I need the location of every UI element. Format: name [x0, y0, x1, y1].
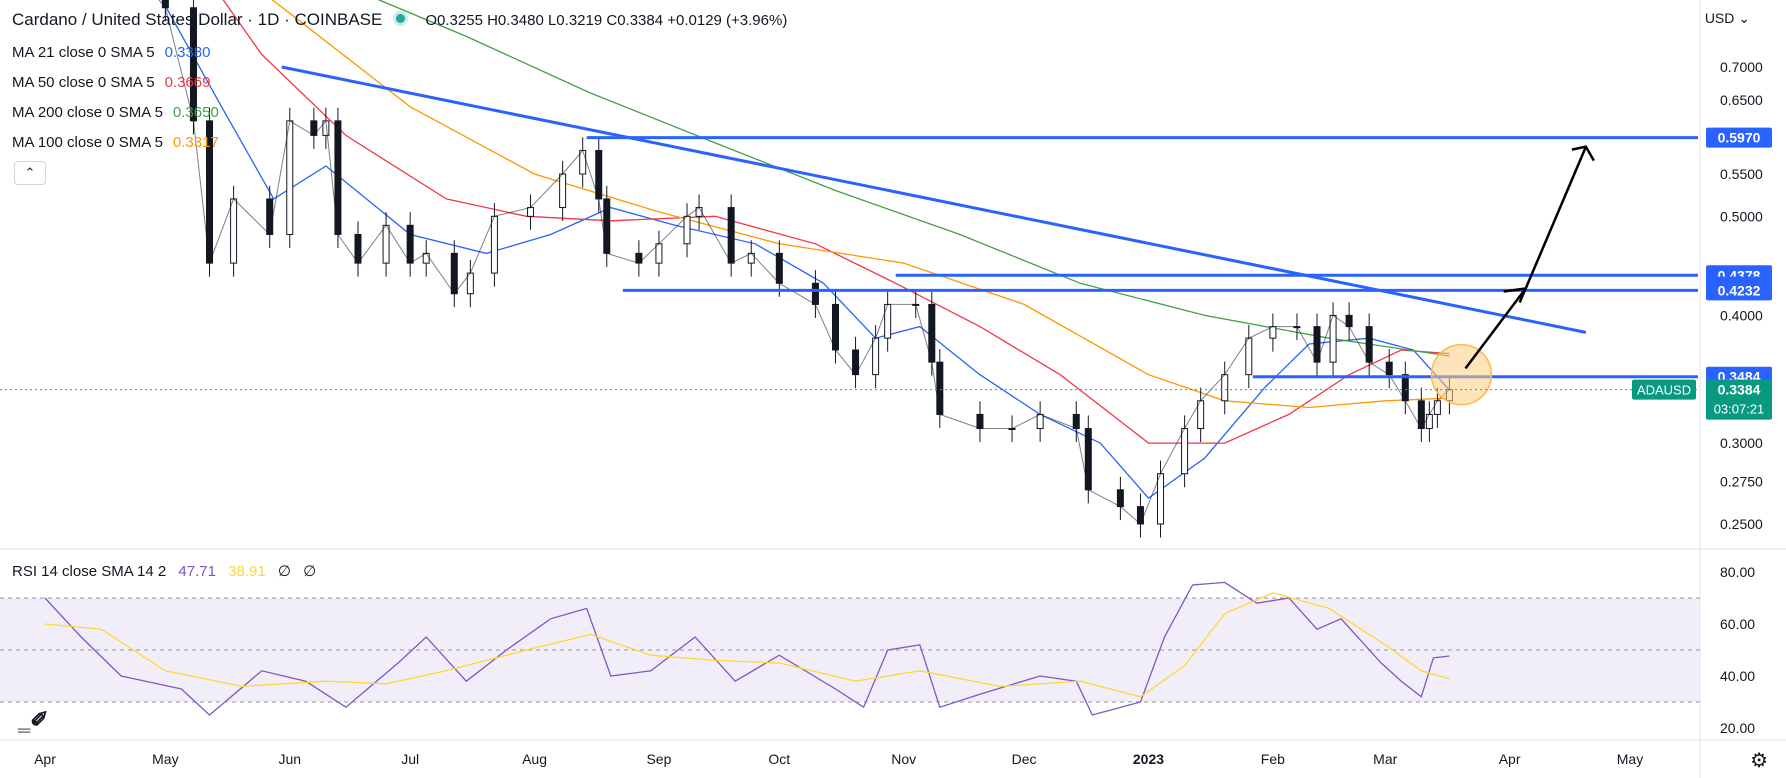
candle-body — [1385, 361, 1393, 376]
ohlc-values: O0.3255 H0.3480 L0.3219 C0.3384 +0.0129 … — [425, 12, 788, 29]
chart-header: Cardano / United States Dollar · 1D · CO… — [12, 10, 787, 30]
arrow-head-mid — [1503, 286, 1528, 303]
candle-body — [1365, 326, 1373, 363]
market-status-dot — [396, 14, 406, 23]
candle-body — [1269, 326, 1277, 339]
legend-ma200[interactable]: MA 200 close 0 SMA 5 0.3650 — [12, 104, 219, 121]
candle-body — [1136, 506, 1144, 525]
legend-ma21[interactable]: MA 21 close 0 SMA 5 0.3380 — [12, 44, 211, 61]
level-price-tag — [1706, 127, 1772, 148]
ma-line-3 — [271, 0, 1450, 409]
candle-body — [450, 252, 458, 295]
indicator-legend: MA 21 close 0 SMA 5 0.3380 MA 50 close 0 … — [12, 38, 219, 158]
trendline — [281, 65, 1587, 334]
price-tick-label: 0.3000 — [1720, 435, 1763, 451]
candle-body — [161, 0, 169, 9]
rsi-tick-label: 20.00 — [1720, 720, 1755, 736]
rsi-line-1 — [44, 592, 1450, 698]
candle-body — [976, 413, 984, 430]
time-tick-label: Apr — [34, 751, 56, 767]
currency-selector[interactable]: USD ⌄ — [1704, 10, 1750, 26]
time-tick-label: Sep — [646, 751, 671, 767]
candle-body — [230, 198, 238, 264]
time-tick-label: Nov — [891, 751, 916, 767]
candle-body — [382, 224, 390, 264]
arrow-head — [1571, 145, 1595, 162]
candle-body — [727, 207, 735, 264]
candle-body — [490, 215, 498, 274]
symbol-tag-label: ADAUSD — [1637, 383, 1691, 398]
candle-body — [406, 224, 414, 264]
candle-body — [1433, 400, 1441, 415]
legend-ma100[interactable]: MA 100 close 0 SMA 5 0.3317 — [12, 134, 219, 151]
candle-body — [603, 198, 611, 254]
time-tick-label: Mar — [1373, 751, 1397, 767]
candle-body — [559, 173, 567, 209]
candle-body — [936, 361, 944, 415]
time-tick-label: Jun — [278, 751, 301, 767]
candle-body — [1425, 413, 1433, 430]
tradingview-logo-icon[interactable]: ‗✐ — [18, 707, 49, 732]
time-tick-label: Jul — [401, 751, 419, 767]
time-tick-label: Feb — [1261, 751, 1285, 767]
candle-body — [354, 233, 362, 264]
rsi-line-0 — [44, 581, 1450, 716]
current-price-tag-label: 0.3384 — [1718, 382, 1761, 398]
time-tick-label: Aug — [522, 751, 547, 767]
ma-line-1 — [222, 0, 1450, 444]
symbol-title: Cardano / United States Dollar · 1D · CO… — [12, 10, 383, 29]
rsi-tick-label: 80.00 — [1720, 564, 1755, 580]
candle-body — [1116, 489, 1124, 508]
candle-body — [775, 252, 783, 284]
candle-body — [683, 215, 691, 245]
price-tick-label: 0.2500 — [1720, 516, 1763, 532]
candle-body — [811, 282, 819, 305]
price-close-line — [158, 0, 1450, 525]
price-tick-label: 0.4000 — [1720, 307, 1763, 323]
rsi-legend[interactable]: RSI 14 close SMA 14 2 47.71 38.91 ∅ ∅ — [12, 563, 317, 580]
symbol-tag — [1632, 379, 1696, 400]
candle-body — [655, 243, 663, 264]
candle-body — [1072, 413, 1080, 430]
candle-body — [831, 303, 839, 351]
price-tick-label: 0.7000 — [1720, 59, 1763, 75]
level-price-tag-label: 0.5970 — [1718, 130, 1761, 146]
candle-body — [286, 120, 294, 235]
time-tick-label: 2023 — [1133, 751, 1164, 767]
level-price-tag-label: 0.4232 — [1718, 282, 1761, 298]
countdown-label: 03:07:21 — [1714, 402, 1765, 417]
candle-body — [1036, 413, 1044, 430]
chevron-down-icon: ⌄ — [1738, 10, 1750, 26]
time-tick-label: May — [152, 751, 178, 767]
chevron-up-icon[interactable]: ⌃ — [14, 161, 46, 185]
candle-body — [1221, 374, 1229, 402]
candle-body — [579, 149, 587, 175]
candle-body — [527, 207, 535, 217]
level-price-tag — [1706, 280, 1772, 301]
price-tick-label: 0.5000 — [1720, 208, 1763, 224]
projection-arrow — [1464, 146, 1588, 370]
time-tick-label: Apr — [1499, 751, 1521, 767]
candle-body — [1245, 337, 1253, 376]
candle-body — [1181, 428, 1189, 475]
price-tick-label: 0.2750 — [1720, 474, 1763, 490]
candle-body — [1157, 473, 1165, 525]
time-tick-label: Dec — [1012, 751, 1037, 767]
legend-ma50[interactable]: MA 50 close 0 SMA 5 0.3669 — [12, 74, 211, 91]
gear-icon[interactable]: ⚙ — [1750, 750, 1768, 772]
time-tick-label: May — [1617, 751, 1643, 767]
time-tick-label: Oct — [768, 751, 790, 767]
ma-line-2 — [377, 0, 1450, 357]
price-tick-label: 0.5500 — [1720, 166, 1763, 182]
candle-body — [872, 337, 880, 376]
rsi-tick-label: 40.00 — [1720, 668, 1755, 684]
current-price-tag — [1706, 379, 1772, 420]
candle-body — [266, 198, 274, 235]
highlight-circle — [1430, 343, 1493, 406]
price-tick-label: 0.6500 — [1720, 92, 1763, 108]
rsi-tick-label: 60.00 — [1720, 616, 1755, 632]
